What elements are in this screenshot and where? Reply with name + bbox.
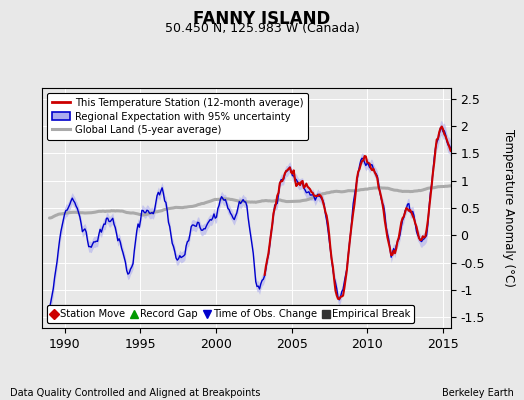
Legend: Station Move, Record Gap, Time of Obs. Change, Empirical Break: Station Move, Record Gap, Time of Obs. C… [47,305,414,323]
Text: FANNY ISLAND: FANNY ISLAND [193,10,331,28]
Text: Data Quality Controlled and Aligned at Breakpoints: Data Quality Controlled and Aligned at B… [10,388,261,398]
Text: Berkeley Earth: Berkeley Earth [442,388,514,398]
Text: 50.450 N, 125.983 W (Canada): 50.450 N, 125.983 W (Canada) [165,22,359,35]
Y-axis label: Temperature Anomaly (°C): Temperature Anomaly (°C) [501,129,515,287]
